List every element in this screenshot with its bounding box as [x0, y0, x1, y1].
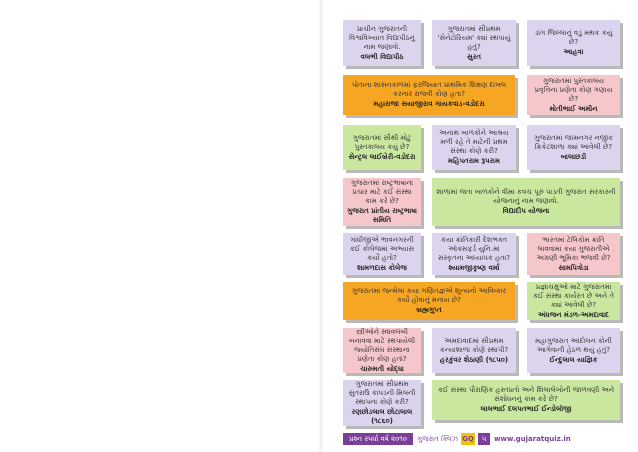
question: પ્રાચીન ગુજરાતની વિશ્વવિખ્યાત વિદ્યાપીઠન…	[349, 24, 415, 51]
answer: લાલભાઈ દલપતભાઈ ઈન્ડોલૉજી	[480, 405, 572, 413]
quiz-card: ગુજરાતમાં સૌપ્રથમ સુતરાઉ કાપડની મિલની સ્…	[343, 380, 421, 426]
answer: બાલાછડી	[560, 152, 587, 161]
question: અમદાવાદમાં સૌપ્રથમ કન્યાશાળા કોણે સ્થાપી…	[439, 336, 509, 354]
answer: મોતીભાઈ અમીન	[549, 104, 598, 113]
quiz-card: કઈ સંસ્થા પૌરાણિક હસ્તપ્રતો અને શિલાલેખો…	[432, 380, 620, 420]
answer: ગુજરાત પ્રાંતીય રાષ્ટ્રભાષા સમિતિ	[347, 207, 417, 224]
answer: વલભી વિદ્યાપીઠ	[360, 52, 404, 61]
footer-series: પ્રશ્ન સ્પર્ધા વર્ષ ૨૦૧૦	[343, 433, 413, 445]
question: કયા ક્રાંતિકારી દેશભક્ત ઑક્સફર્ડ યુનિ.મા…	[437, 235, 511, 262]
quiz-card: ગુજરાતમાં પુસ્તકાલય પ્રવૃત્તિના પ્રણેતા …	[527, 75, 620, 115]
answer: મહિપતરામ રૂપરામ	[448, 157, 500, 165]
answer: શ્યામજીકૃષ્ણ વર્મા	[448, 263, 500, 272]
answer: ચારુમતી યોદ્ધા	[360, 364, 404, 373]
answer: વિદ્યાદીપ યોજના	[502, 207, 550, 215]
quiz-card: શાળામાં જતા બાળકોને વીમા કવચ પૂરું પાડતી…	[432, 178, 620, 226]
question: ગુજરાતમાં જામનગર નજીક ક્રિકેટશાળા ક્યાં …	[534, 133, 613, 151]
quiz-card: ગુજરાતમાં સૌથી મોટું પુસ્તકાલય કયું છે? સ…	[343, 125, 421, 170]
answer: અંધજન મંડળ-અમદાવાદ	[538, 310, 609, 319]
answer: ઈન્દુલાલ યાજ્ઞિક	[549, 355, 598, 364]
answer: સેન્ટ્રલ લાઈબ્રેરી-વડોદરા	[348, 152, 416, 161]
question: પ્રજ્ઞાચક્ષુઓ માટે ગુજરાતમાં કઈ સંસ્થા ક…	[533, 282, 614, 309]
quiz-card: ગુજરાતમાં જામનગર નજીક ક્રિકેટશાળા ક્યાં …	[527, 125, 620, 170]
quiz-card: કયા ક્રાંતિકારી દેશભક્ત ઑક્સફર્ડ યુનિ.મા…	[432, 233, 516, 275]
footer-brand: ગુજરાત ક્વિઝ	[417, 435, 458, 443]
question: ગુજરાતમાં સૌથી મોટું પુસ્તકાલય કયું છે?	[352, 133, 412, 151]
question: ગુજરાતમાં પુસ્તકાલય પ્રવૃત્તિના પ્રણેતા …	[534, 76, 613, 103]
quiz-card: અમદાવાદમાં સૌપ્રથમ કન્યાશાળા કોણે સ્થાપી…	[432, 328, 516, 373]
quiz-card: ભારતમાં ટેલિકોમ ક્રાંતિ લાવવામાં કયા ગુજ…	[527, 233, 620, 275]
question: પોતાના શાસનકાળમાં ફરજિયાત પ્રાથમિક શિક્ષ…	[351, 81, 507, 98]
question: મહાગુજરાત આંદોલન કોની આગેવાની હેઠળ થયું …	[535, 336, 612, 354]
footer-page: ૫	[478, 433, 490, 445]
question: ગુજરાતમાં સૌપ્રથમ 'સેનેટોરિયમ' ક્યાં સ્થ…	[437, 24, 511, 51]
answer: રણછોડલાલ છોટાલાલ (૧૮૬૦)	[351, 408, 413, 425]
quiz-card: ડાંગ જિલ્લાનું વડું મથક કયું છે? આહવા	[527, 20, 620, 66]
quiz-card: ગુજરાતમાં સૌપ્રથમ 'સેનેટોરિયમ' ક્યાં સ્થ…	[432, 20, 516, 66]
page-fold	[318, 0, 324, 452]
question: ગુજરાતમાં જન્મેલા કયા ગણિતજ્ઞએ શૂન્યનો આ…	[351, 287, 507, 304]
quiz-card: ગુજરાતમાં જન્મેલા કયા ગણિતજ્ઞએ શૂન્યનો આ…	[343, 282, 515, 320]
footer-url: www.gujaratquiz.in	[494, 435, 571, 443]
quiz-card: અનાથ બાળકોને આશ્રય મળી રહે તે માટેની પ્ર…	[432, 125, 516, 170]
question: કઈ સંસ્થા પૌરાણિક હસ્તપ્રતો અને શિલાલેખો…	[437, 386, 615, 403]
answer: મહારાજા સયાજીરાવ ગાયકવાડ-વડોદરા	[373, 100, 485, 108]
question: ભારતમાં ટેલિકોમ ક્રાંતિ લાવવામાં કયા ગુજ…	[536, 235, 611, 262]
question: ગુજરાતમાં રાષ્ટ્રભાષાના પ્રચાર માટે કઈ સ…	[350, 179, 414, 205]
footer-logo: GQ	[461, 433, 475, 445]
quiz-card: ગાંધીજીએ ભાવનગરની કઈ કોલેજમાં અભ્યાસ કર્…	[343, 233, 421, 275]
answer: હરકુંવર શેઠાણી (૧૮૫૦)	[439, 355, 509, 364]
answer: આહવા	[563, 48, 584, 56]
quiz-card: ગુજરાતમાં રાષ્ટ્રભાષાના પ્રચાર માટે કઈ સ…	[343, 178, 421, 226]
quiz-card: સ્ત્રીઓને સ્વાવલંબી બનાવવા માટે સ્થપાયેલ…	[343, 328, 421, 373]
quiz-card: મહાગુજરાત આંદોલન કોની આગેવાની હેઠળ થયું …	[527, 328, 620, 373]
question: ગાંધીજીએ ભાવનગરની કઈ કોલેજમાં અભ્યાસ કર્…	[349, 235, 415, 262]
answer: શામળદાસ કોલેજ	[357, 263, 407, 272]
question: શાળામાં જતા બાળકોને વીમા કવચ પૂરું પાડતી…	[436, 188, 616, 205]
answer: સામપિત્રોડા	[558, 263, 589, 272]
quiz-card: પ્રાચીન ગુજરાતની વિશ્વવિખ્યાત વિદ્યાપીઠન…	[343, 20, 421, 66]
answer: સુરત	[467, 52, 481, 61]
question: ડાંગ જિલ્લાનું વડું મથક કયું છે?	[534, 29, 613, 46]
quiz-card: પ્રજ્ઞાચક્ષુઓ માટે ગુજરાતમાં કઈ સંસ્થા ક…	[527, 282, 620, 320]
question: સ્ત્રીઓને સ્વાવલંબી બનાવવા માટે સ્થપાયેલ…	[348, 327, 416, 363]
quiz-card: પોતાના શાસનકાળમાં ફરજિયાત પ્રાથમિક શિક્ષ…	[343, 75, 515, 115]
question: અનાથ બાળકોને આશ્રય મળી રહે તે માટેની પ્ર…	[439, 129, 509, 155]
question: ગુજરાતમાં સૌપ્રથમ સુતરાઉ કાપડની મિલની સ્…	[348, 380, 416, 406]
answer: બ્રહ્મગુપ્ત	[416, 306, 442, 314]
